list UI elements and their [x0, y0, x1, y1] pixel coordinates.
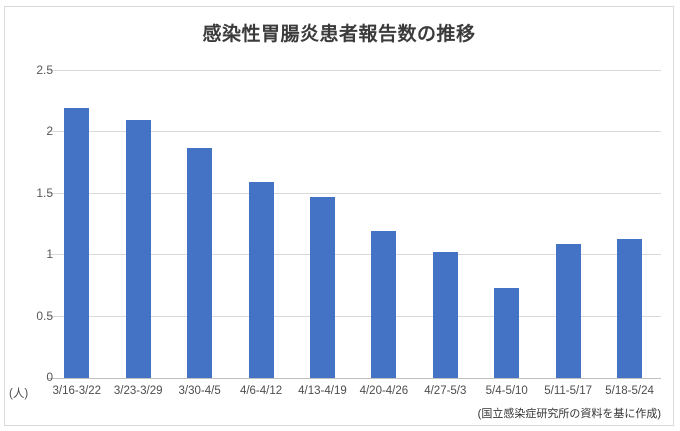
- source-note: (国立感染症研究所の資料を基に作成): [477, 408, 661, 420]
- x-tick-label: 3/30-4/5: [178, 385, 221, 397]
- gridline: [47, 70, 661, 71]
- bar: [248, 181, 274, 378]
- gridline: [47, 315, 661, 317]
- y-tick-label: 0.5: [36, 308, 53, 323]
- x-tick-label: 4/20-4/26: [359, 385, 409, 397]
- bar: [494, 288, 520, 378]
- gridline: [47, 131, 661, 133]
- y-axis-unit-label: (人): [9, 388, 29, 400]
- y-tick-label: 2.5: [36, 63, 53, 77]
- bar: [617, 239, 643, 378]
- bar: [187, 148, 213, 378]
- y-tick-label: 1.5: [36, 185, 53, 200]
- x-tick-label: 5/18-5/24: [605, 385, 654, 397]
- x-tick-label: 4/27-5/3: [424, 385, 467, 397]
- bar: [555, 244, 581, 378]
- x-tick-label: 4/13-4/19: [298, 385, 347, 397]
- chart-frame: 感染性胃腸炎患者報告数の推移 0 0.5 1 1.5 2 2.5 3/16-3/22 3/2…: [4, 6, 674, 426]
- x-tick-label: 3/23-3/29: [113, 385, 163, 397]
- gridline: [47, 192, 661, 194]
- gridline: [47, 254, 661, 256]
- bar: [371, 230, 397, 378]
- x-tick-label: 3/16-3/22: [52, 385, 102, 397]
- x-axis-line: [47, 378, 661, 379]
- x-tick-label: 5/4-5/10: [485, 385, 528, 397]
- y-tick-label: 2: [46, 124, 53, 139]
- bar: [432, 251, 458, 378]
- y-tick-label: 1: [46, 247, 53, 262]
- plot-area: [47, 70, 661, 379]
- bar: [309, 197, 335, 378]
- x-tick-label: 4/6-4/12: [239, 385, 283, 397]
- chart-title: 感染性胃腸炎患者報告数の推移: [202, 24, 476, 45]
- bar: [64, 107, 90, 378]
- y-tick-label: 0: [46, 370, 53, 384]
- x-tick-label: 5/11-5/17: [544, 385, 593, 397]
- bar: [125, 120, 151, 378]
